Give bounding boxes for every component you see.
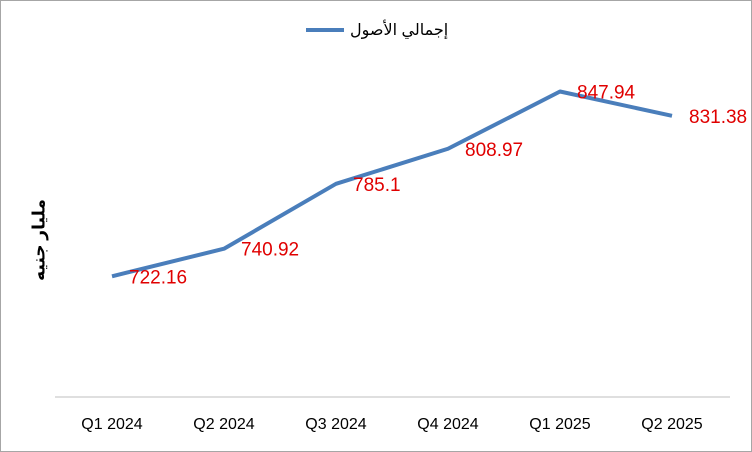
data-label: 808.97: [465, 140, 523, 161]
x-tick-label: Q2 2025: [641, 416, 702, 433]
data-line: [111, 89, 673, 279]
x-tick-label: Q4 2024: [417, 416, 478, 433]
data-label: 847.94: [577, 83, 636, 104]
x-tick-label: Q1 2025: [529, 416, 590, 433]
x-tick-label: Q2 2024: [193, 416, 254, 433]
x-tick-label: Q3 2024: [305, 416, 366, 433]
legend-label: إجمالي الأصول: [350, 19, 448, 40]
x-tick-label: Q1 2024: [81, 416, 142, 433]
data-label: 722.16: [129, 267, 187, 288]
data-label: 740.92: [241, 240, 299, 261]
y-axis-title: مليار جنيه: [29, 199, 48, 281]
data-label: 785.1: [353, 175, 401, 196]
data-label: 831.38: [689, 107, 747, 128]
